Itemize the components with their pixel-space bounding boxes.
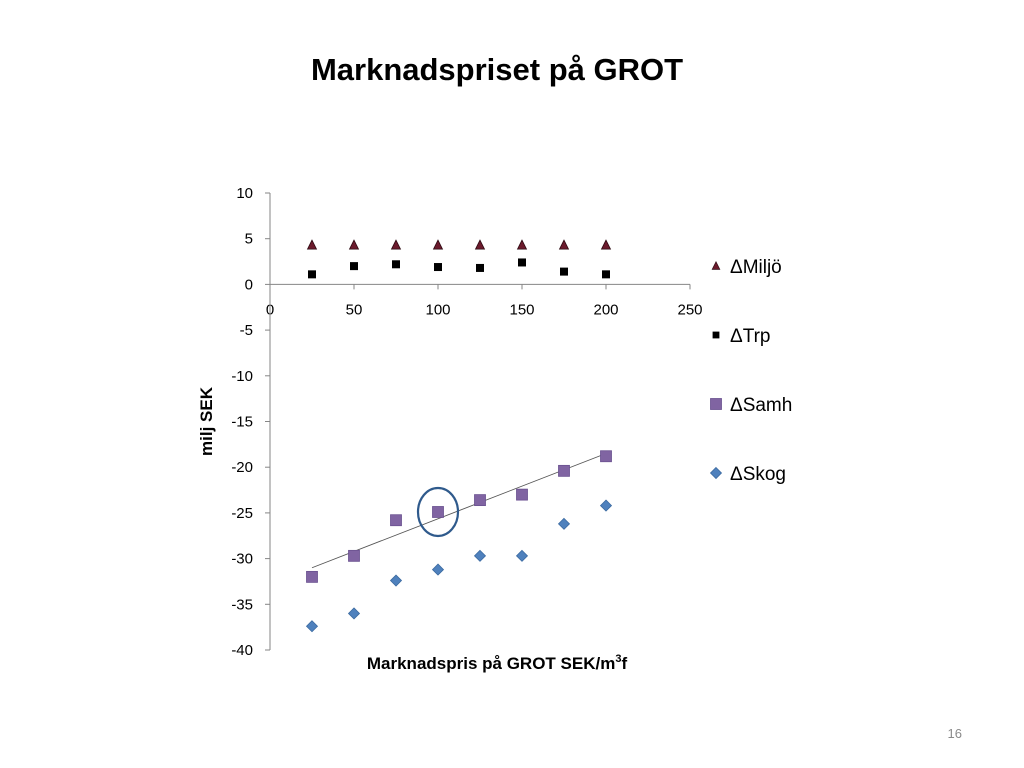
x-tick-label: 150 (509, 301, 534, 318)
legend-label: ΔTrp (730, 326, 771, 347)
series-2 (306, 450, 612, 583)
x-tick-label: 200 (593, 301, 618, 318)
legend-item: ΔTrp (712, 326, 771, 347)
y-tick-labels: 10 5 0 -5 -10 -15 -20 -25 -30 -35 -40 (231, 185, 253, 659)
data-point (515, 549, 529, 562)
data-point (474, 239, 486, 250)
x-tick-label: 50 (346, 301, 363, 318)
x-tick-label: 100 (425, 301, 450, 318)
data-points (305, 239, 613, 633)
y-tick-marks (265, 192, 270, 651)
x-axis-title-main: Marknadspris på GROT SEK/m (367, 654, 615, 673)
legend-item: ΔMiljö (711, 257, 782, 278)
data-point (306, 239, 318, 250)
y-axis-title: milj SEK (197, 386, 216, 456)
data-point (389, 574, 403, 587)
legend-marker (709, 466, 723, 480)
y-tick-label: -30 (231, 551, 253, 568)
legend-marker (712, 331, 720, 339)
legend-label: ΔSkog (730, 464, 786, 485)
data-point (431, 563, 445, 576)
data-point (599, 499, 613, 512)
data-point (602, 270, 610, 279)
data-point (516, 239, 528, 250)
highlight-circle (416, 486, 460, 538)
y-tick-label: -10 (231, 368, 253, 385)
y-tick-label: -20 (231, 459, 253, 476)
data-point (350, 262, 358, 271)
data-point (305, 620, 319, 633)
data-point (432, 239, 444, 250)
data-point (557, 517, 571, 530)
slide-title: Marknadspriset på GROT (310, 52, 684, 87)
y-tick-label: 0 (245, 276, 253, 293)
data-point (390, 514, 402, 527)
data-point (558, 464, 570, 477)
page-number: 16 (947, 726, 962, 741)
legend-marker (710, 398, 722, 410)
data-point (476, 263, 484, 272)
y-tick-label: 10 (236, 185, 253, 202)
data-point (560, 267, 568, 276)
legend-item: ΔSkog (709, 464, 786, 485)
data-point (518, 258, 526, 267)
data-point (348, 239, 360, 250)
data-point (390, 239, 402, 250)
data-point (600, 450, 612, 463)
y-tick-label: -40 (231, 642, 253, 659)
data-point (558, 239, 570, 250)
y-tick-label: 5 (245, 231, 253, 248)
data-point (600, 239, 612, 250)
y-tick-label: -15 (231, 414, 253, 431)
x-axis-title-sup: 3 (615, 653, 621, 665)
series-3 (305, 499, 613, 633)
data-point (432, 506, 444, 518)
legend-label: ΔSamh (730, 395, 792, 416)
legend: ΔMiljö ΔTrp ΔSamh ΔSkog (709, 257, 792, 485)
x-tick-labels: 0 50 100 150 200 250 (266, 301, 703, 318)
series-0 (306, 239, 612, 250)
legend-marker (711, 260, 721, 270)
x-tick-marks (269, 284, 691, 290)
data-point (434, 263, 442, 272)
x-tick-label: 250 (677, 301, 702, 318)
legend-label: ΔMiljö (730, 257, 782, 278)
data-point (348, 549, 360, 562)
data-point (473, 549, 487, 562)
data-point (347, 607, 361, 620)
data-point (392, 260, 400, 269)
series-1 (308, 258, 610, 279)
x-axis-title-suffix: f (621, 654, 627, 673)
legend-item: ΔSamh (710, 395, 792, 416)
highlight-circles (416, 486, 460, 538)
data-point (474, 494, 486, 507)
data-point (516, 488, 528, 501)
y-tick-label: -5 (240, 322, 253, 339)
data-point (306, 570, 318, 583)
data-point (308, 270, 316, 279)
x-axis-title: Marknadspris på GROT SEK/m3f (367, 653, 628, 673)
y-tick-label: -35 (231, 596, 253, 613)
y-tick-label: -25 (231, 505, 253, 522)
